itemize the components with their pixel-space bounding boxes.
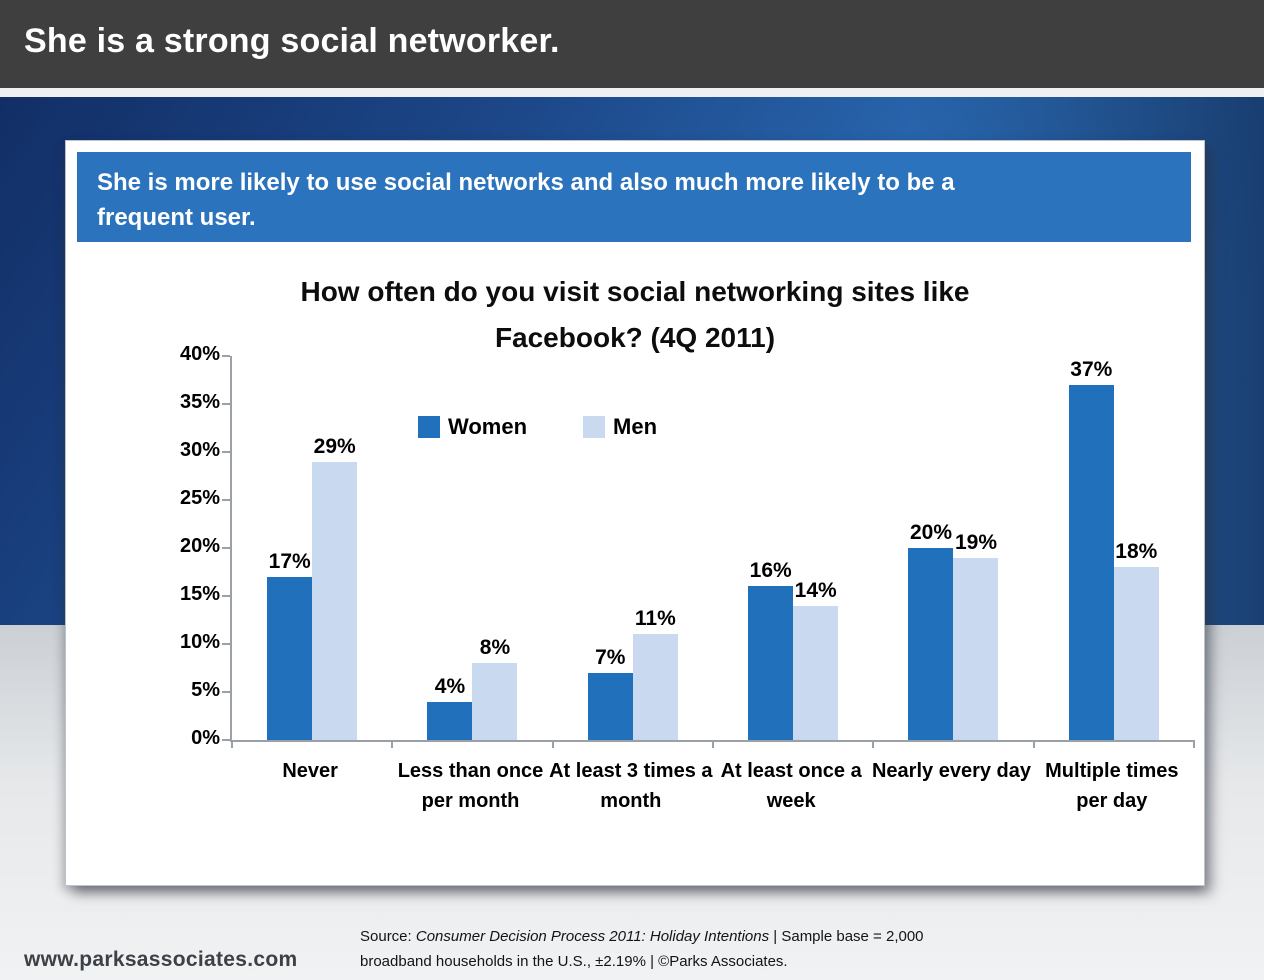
source-note: Source: Consumer Decision Process 2011: … <box>360 924 1020 974</box>
slide-content-card: She is more likely to use social network… <box>66 141 1204 885</box>
y-axis-tick <box>222 547 230 549</box>
category-label: At least 3 times a month <box>549 760 713 812</box>
bar-wrap: 4% <box>427 675 473 740</box>
y-axis-tick <box>222 739 230 741</box>
bar-men <box>953 557 999 740</box>
page-title: She is a strong social networker. <box>24 21 560 60</box>
category-label: Nearly every day <box>871 760 1031 782</box>
bar-value-label: 7% <box>595 645 626 669</box>
chart-legend: Women Men <box>418 414 657 440</box>
bar-group: 7% 11% <box>553 356 713 740</box>
men-swatch <box>583 416 606 438</box>
bar-group: 37% 18% <box>1034 356 1194 740</box>
chart-title: How often do you visit social networking… <box>300 276 970 353</box>
x-axis-tick <box>872 740 875 748</box>
slide-title-bar: She is a strong social networker. <box>0 0 1264 88</box>
category-label: At least once a week <box>720 760 862 812</box>
bar-men <box>1113 567 1159 740</box>
bar-value-label: 14% <box>794 578 837 602</box>
bar-value-label: 37% <box>1070 357 1113 381</box>
source-line2: broadband households in the U.S., ±2.19%… <box>360 953 788 970</box>
legend-item-men: Men <box>583 414 657 440</box>
x-axis-tick <box>231 740 233 748</box>
y-axis-label: 20% <box>179 535 220 557</box>
bar-men <box>472 663 518 740</box>
x-axis-tick <box>551 740 554 748</box>
legend-item-women: Women <box>418 414 527 440</box>
y-axis-tick <box>222 451 230 453</box>
bar-men <box>793 605 839 740</box>
bar-women <box>748 586 794 740</box>
bar-chart: Women Men 17% 29% 4% 8% 7% 11% 16% 14% 20% 19% 37%… <box>66 343 1204 856</box>
divider-strip <box>0 88 1264 97</box>
bar-group: 20% 19% <box>873 356 1033 740</box>
y-axis-tick <box>222 691 230 693</box>
y-axis-tick <box>222 355 230 357</box>
legend-label-men: Men <box>613 414 658 439</box>
y-axis-tick <box>222 403 230 405</box>
category-label: Never <box>282 760 338 782</box>
bar-value-label: 20% <box>909 521 952 544</box>
category-label: Less than once per month <box>397 760 544 812</box>
x-axis-tick <box>391 740 394 748</box>
bar-women <box>908 548 954 740</box>
website-url: www.parksassociates.com <box>24 948 298 971</box>
bar-wrap: 11% <box>632 607 678 740</box>
bar-value-label: 18% <box>1115 540 1158 564</box>
bar-wrap: 29% <box>312 435 358 740</box>
bar-value-label: 8% <box>479 636 511 660</box>
source-report-name: Consumer Decision Process 2011: Holiday … <box>415 928 770 945</box>
source-suffix: | Sample base = 2,000 <box>769 928 924 945</box>
x-axis-tick <box>712 740 714 748</box>
y-axis-tick <box>222 643 230 645</box>
bar-wrap: 16% <box>748 559 794 740</box>
bar-group: 4% 8% <box>392 356 552 740</box>
bar-wrap: 18% <box>1113 540 1159 740</box>
bar-value-label: 11% <box>634 607 676 631</box>
plot-area: Women Men 17% 29% 4% 8% 7% 11% 16% 14% 20% 19% 37%… <box>222 355 1195 748</box>
bar-value-label: 16% <box>749 559 792 583</box>
legend-label-women: Women <box>448 414 528 439</box>
x-axis-tick <box>1032 740 1035 748</box>
subtitle-banner: She is more likely to use social network… <box>77 152 1191 242</box>
bar-wrap: 20% <box>908 521 954 740</box>
y-axis-tick <box>222 499 230 501</box>
y-axis-label: 35% <box>179 391 220 413</box>
source-prefix: Source: <box>360 928 416 945</box>
women-swatch <box>418 416 440 438</box>
bar-value-label: 17% <box>268 549 311 573</box>
y-axis-label: 0% <box>191 727 220 749</box>
bar-men <box>312 461 358 740</box>
bar-wrap: 17% <box>267 550 313 740</box>
y-axis-label: 25% <box>179 487 220 509</box>
y-axis-label: 10% <box>179 631 220 653</box>
bar-wrap: 8% <box>472 636 518 740</box>
bar-value-label: 19% <box>954 530 997 554</box>
y-axis-label: 5% <box>191 679 220 701</box>
bar-value-label: 4% <box>434 674 466 698</box>
bar-women <box>1068 384 1114 740</box>
bar-group: 17% 29% <box>232 356 392 740</box>
bar-women <box>267 576 313 740</box>
y-axis-label: 30% <box>179 439 220 461</box>
y-axis-label: 15% <box>179 583 220 605</box>
bar-wrap: 19% <box>953 531 999 740</box>
y-axis-label: 40% <box>179 343 220 365</box>
bar-wrap: 7% <box>587 646 633 740</box>
bar-wrap: 37% <box>1068 358 1114 740</box>
bar-value-label: 29% <box>313 434 356 458</box>
category-label: Multiple times per day <box>1045 760 1179 812</box>
bar-women <box>427 701 473 740</box>
y-axis-tick <box>222 595 230 597</box>
x-axis-tick <box>1193 740 1195 748</box>
bar-men <box>632 634 678 740</box>
bar-women <box>587 672 633 740</box>
bar-wrap: 14% <box>793 579 839 740</box>
bar-group: 16% 14% <box>713 356 873 740</box>
